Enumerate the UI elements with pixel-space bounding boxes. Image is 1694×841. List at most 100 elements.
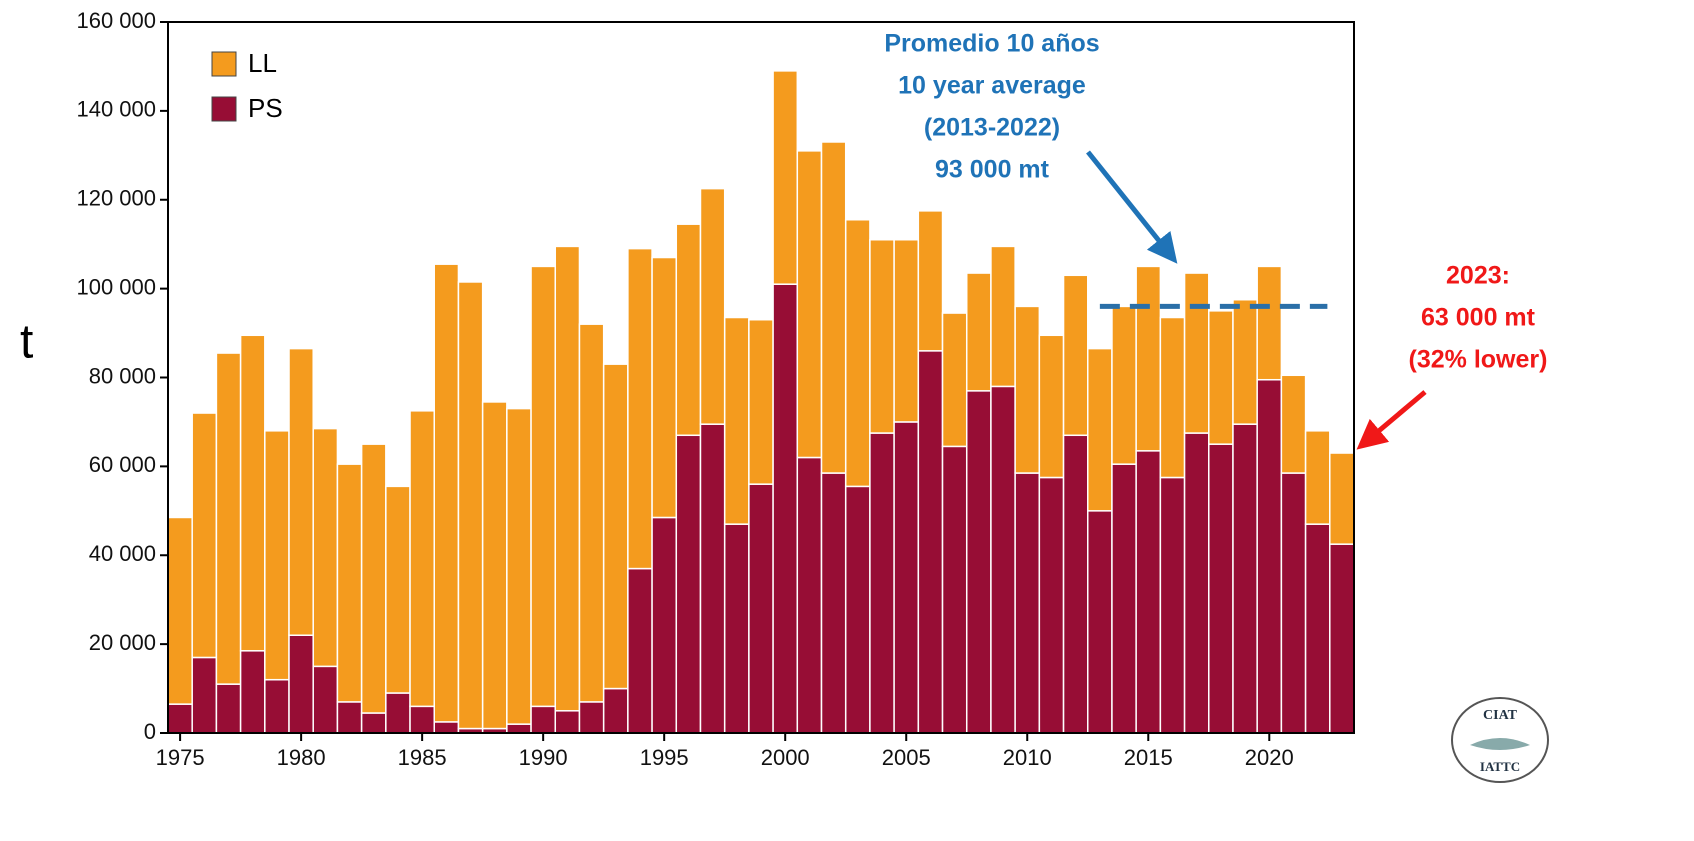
bar-segment [627, 567, 653, 734]
bar-segment [917, 350, 944, 734]
bar-segment [433, 721, 460, 734]
bar-segment [699, 423, 726, 734]
bar-segment [1038, 476, 1065, 734]
annotation: (32% lower) [1409, 346, 1548, 374]
bar-segment [1256, 265, 1283, 381]
bar-segment [869, 432, 895, 734]
bar-segment [1208, 443, 1234, 734]
bar-segment [457, 281, 484, 730]
bar-segment [941, 312, 968, 448]
bar-segment [990, 385, 1016, 734]
bar-segment [264, 430, 290, 681]
legend-swatch [211, 96, 237, 122]
bar-segment [941, 445, 968, 734]
bar-segment [1329, 452, 1355, 545]
bar-segment [1183, 432, 1210, 734]
bar-segment [990, 245, 1016, 388]
bar-segment [1087, 347, 1113, 512]
bar-segment [385, 692, 411, 734]
bar-segment [215, 683, 242, 734]
bar-segment [506, 723, 532, 734]
annotation: 93 000 mt [935, 156, 1050, 184]
bar-segment [288, 634, 314, 734]
bar-segment [844, 485, 871, 734]
bar-segment [602, 687, 629, 734]
bar-segment [481, 401, 508, 730]
bar-segment [820, 141, 847, 474]
x-tick-label: 1985 [398, 745, 447, 770]
arrow [1356, 390, 1427, 450]
bar-segment [167, 703, 193, 734]
bar-segment [1304, 523, 1331, 734]
annotation: (2013-2022) [924, 114, 1060, 142]
bar-segment [1159, 316, 1186, 479]
bar-segment [1304, 430, 1331, 525]
annotation: 63 000 mt [1421, 304, 1536, 332]
bar-segment [288, 347, 314, 636]
bar-segment [433, 263, 460, 723]
bar-segment [820, 472, 847, 734]
logo-text: IATTC [1480, 759, 1520, 774]
bar-segment [1159, 476, 1186, 734]
bar-segment [651, 256, 678, 519]
bar-segment [530, 705, 557, 734]
bar-segment [239, 650, 266, 734]
x-tick-label: 2010 [1003, 745, 1052, 770]
y-tick-label: 100 000 [76, 274, 156, 299]
bar-segment [506, 407, 532, 725]
x-tick-label: 1980 [277, 745, 326, 770]
bar-segment [239, 334, 266, 652]
bar-segment [675, 434, 702, 734]
bar-segment [1038, 334, 1065, 479]
logo: CIAT IATTC [1451, 697, 1549, 783]
bar-segment [312, 427, 339, 668]
arrow [1086, 150, 1178, 264]
bar-segment [1014, 305, 1041, 474]
bar-segment [312, 665, 339, 734]
bar-segment [772, 70, 799, 285]
bar-segment [336, 701, 363, 734]
bar-segment [360, 712, 387, 734]
bar-segment [627, 247, 653, 570]
bar-segment [965, 272, 992, 392]
bar-segment [191, 412, 218, 659]
bar-segment [723, 316, 750, 525]
bar-segment [167, 516, 193, 705]
y-tick-label: 120 000 [76, 186, 156, 211]
bar-segment [530, 265, 557, 708]
bar-segment [796, 456, 823, 734]
bar-segment [1232, 423, 1258, 734]
bar-segment [409, 410, 435, 708]
bar-segment [1232, 298, 1258, 425]
x-tick-label: 1995 [640, 745, 689, 770]
y-tick-label: 60 000 [89, 452, 156, 477]
bar-segment [965, 390, 992, 734]
annotation: 10 year average [898, 72, 1086, 100]
bar-segment [869, 238, 895, 434]
logo-text: CIAT [1483, 708, 1518, 723]
bar-segment [699, 187, 726, 425]
bar-segment [1256, 378, 1283, 734]
bar-segment [1280, 472, 1307, 734]
bar-segment [917, 210, 944, 352]
y-tick-label: 40 000 [89, 541, 156, 566]
x-tick-label: 1975 [156, 745, 205, 770]
bar-segment [554, 710, 581, 734]
bar-segment [602, 363, 629, 690]
x-tick-label: 1990 [519, 745, 568, 770]
legend-swatch [211, 51, 237, 77]
bar-segment [844, 218, 871, 488]
bar-segment [385, 485, 411, 694]
bar-segment [748, 483, 774, 734]
annotation: 2023: [1446, 262, 1510, 290]
bar-segment [1062, 274, 1089, 437]
bar-segment [336, 463, 363, 703]
bar-segment [1062, 434, 1089, 734]
y-tick-label: 140 000 [76, 97, 156, 122]
bar-segment [1111, 305, 1137, 465]
legend-label: LL [248, 48, 277, 78]
bar-segment [1329, 543, 1355, 734]
annotation: Promedio 10 años [884, 30, 1099, 58]
bar-segment [360, 443, 387, 714]
x-tick-label: 2020 [1245, 745, 1294, 770]
